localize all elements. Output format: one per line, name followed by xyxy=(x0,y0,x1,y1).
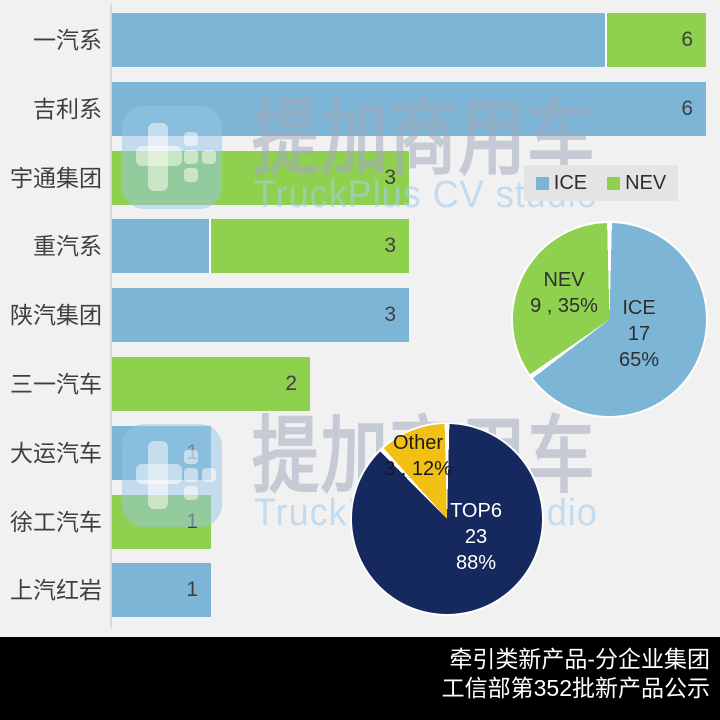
bar-row: 上汽红岩 1 xyxy=(0,563,720,618)
bar-row: 重汽系 3 xyxy=(0,219,720,274)
bar-value-label: 1 xyxy=(186,440,198,464)
bar: 3 xyxy=(112,150,409,205)
category-label: 徐工汽车 xyxy=(10,508,102,535)
footer-title-line1: 牵引类新产品-分企业集团 xyxy=(449,646,710,672)
bar-segment-nev xyxy=(112,150,409,205)
bar: 2 xyxy=(112,357,310,411)
pie-top6-split: TOP6 23 88% Other 3 , 12% xyxy=(352,424,542,614)
category-label: 重汽系 xyxy=(33,233,102,260)
bar-row: 三一汽车 2 xyxy=(0,357,720,411)
bar-row: 陕汽集团 3 xyxy=(0,288,720,343)
bar-row: 大运汽车 1 xyxy=(0,425,720,480)
bar-value-label: 6 xyxy=(681,28,693,51)
bar-segment-ice xyxy=(112,288,409,343)
footer-title-line2: 工信部第352批新产品公示 xyxy=(441,675,710,701)
category-label: 大运汽车 xyxy=(10,439,102,466)
category-label: 宇通集团 xyxy=(10,164,102,191)
category-label: 陕汽集团 xyxy=(10,302,102,329)
bar-segment-nev xyxy=(112,357,310,411)
footer-bar: 牵引类新产品-分企业集团 工信部第352批新产品公示 xyxy=(0,637,720,720)
bar-segment-ice xyxy=(112,13,607,67)
bar-segment-nev xyxy=(211,219,409,274)
pie-label-top6: TOP6 23 88% xyxy=(450,500,502,574)
legend-item-nev: NEV xyxy=(607,172,666,195)
bar: 3 xyxy=(112,219,409,274)
bar-row: 一汽系 6 xyxy=(0,13,720,67)
bar: 1 xyxy=(112,425,211,480)
pie-fuel-split: ICE 17 65% NEV 9 , 35% xyxy=(513,223,706,416)
ice-swatch-icon xyxy=(535,176,549,190)
legend-item-ice: ICE xyxy=(535,171,588,195)
category-label: 吉利系 xyxy=(33,95,102,122)
bar-segment-ice xyxy=(112,81,706,136)
category-label: 一汽系 xyxy=(33,27,102,53)
bar-row: 吉利系 6 xyxy=(0,81,720,136)
bar: 1 xyxy=(112,563,211,618)
category-label: 三一汽车 xyxy=(10,371,102,397)
bar-value-label: 1 xyxy=(186,509,198,533)
bar-value-label: 2 xyxy=(285,372,297,395)
bar-segment-nev xyxy=(607,13,706,67)
legend: ICE NEV xyxy=(524,165,678,201)
bar-segment-ice xyxy=(112,219,211,274)
pie-label-other: Other 3 , 12% xyxy=(384,432,452,480)
bar-segment-ice xyxy=(112,563,211,618)
bar-value-label: 6 xyxy=(681,96,693,120)
bar-value-label: 3 xyxy=(384,165,396,189)
category-label: 上汽红岩 xyxy=(10,577,102,604)
legend-label: ICE xyxy=(553,171,588,194)
bar: 3 xyxy=(112,288,409,343)
bar-value-label: 3 xyxy=(384,303,396,327)
bar: 6 xyxy=(112,81,706,136)
legend-label: NEV xyxy=(625,171,667,194)
pie-label-nev: NEV 9 , 35% xyxy=(530,269,598,317)
y-axis-line xyxy=(110,4,112,628)
pie-label-ice: ICE 17 65% xyxy=(618,297,660,371)
bar: 1 xyxy=(112,494,211,549)
bar-value-label: 1 xyxy=(186,578,198,602)
bar-value-label: 3 xyxy=(384,234,396,258)
nev-swatch-icon xyxy=(607,176,621,190)
bar: 6 xyxy=(112,13,706,67)
